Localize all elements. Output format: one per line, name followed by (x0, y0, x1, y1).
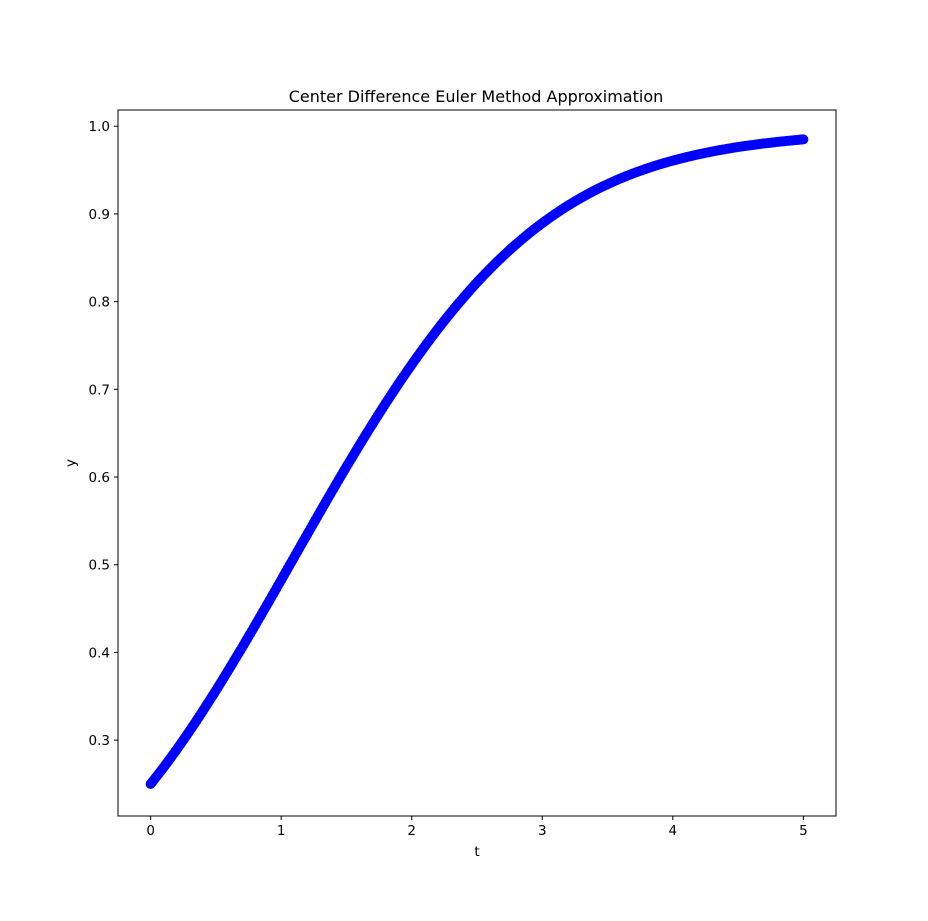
y-tick-label: 0.8 (89, 295, 110, 311)
y-tick-label: 0.3 (89, 733, 110, 749)
chart-title: Center Difference Euler Method Approxima… (289, 87, 664, 106)
y-tick-label: 0.6 (89, 470, 110, 486)
y-tick-label: 0.7 (89, 382, 110, 398)
y-axis-label: y (63, 459, 79, 467)
x-tick-label: 5 (799, 823, 808, 839)
y-tick-label: 0.5 (89, 558, 110, 574)
y-tick-label: 0.9 (89, 207, 110, 223)
x-tick-label: 2 (407, 823, 416, 839)
x-tick-label: 4 (669, 823, 678, 839)
x-axis-ticks: 0 1 2 3 4 5 (146, 816, 808, 839)
scatter-series (145, 134, 809, 789)
x-tick-label: 3 (538, 823, 547, 839)
y-tick-label: 0.4 (89, 645, 110, 661)
y-axis-ticks: 0.3 0.4 0.5 0.6 0.7 0.8 0.9 1.0 (89, 119, 118, 749)
x-tick-label: 1 (277, 823, 286, 839)
x-axis-label: t (474, 844, 479, 860)
y-tick-label: 1.0 (89, 119, 110, 135)
x-tick-label: 0 (146, 823, 155, 839)
plot-area-frame (117, 109, 837, 817)
data-point (798, 134, 809, 145)
